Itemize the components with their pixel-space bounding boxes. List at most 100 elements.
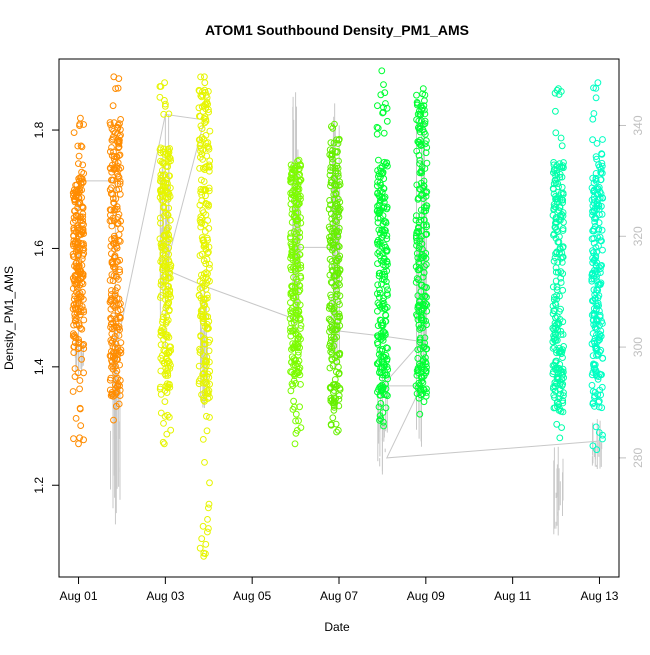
scatter-point — [162, 100, 169, 108]
scatter-point — [420, 177, 428, 185]
scatter-point — [165, 256, 172, 264]
scatter-point — [160, 110, 168, 118]
scatter-point — [163, 389, 171, 397]
scatter-point — [335, 350, 343, 358]
scatter-point — [592, 215, 600, 222]
scatter-point — [593, 201, 601, 208]
scatter-point — [326, 255, 334, 263]
scatter-point — [110, 350, 118, 357]
scatter-point — [383, 267, 391, 275]
scatter-point — [199, 279, 207, 287]
scatter-point — [418, 117, 425, 125]
scatter-point — [590, 195, 598, 203]
scatter-point — [287, 189, 295, 197]
scatter-point — [374, 260, 381, 268]
scatter-point — [80, 121, 87, 128]
scatter-point — [196, 165, 204, 172]
y-tick-label: 1.2 — [32, 477, 46, 494]
scatter-point — [416, 160, 424, 168]
scatter-point — [197, 218, 205, 226]
scatter-point — [201, 79, 209, 87]
scatter-point — [374, 322, 382, 330]
scatter-point — [107, 315, 115, 323]
scatter-point — [165, 282, 173, 290]
scatter-point — [70, 330, 77, 338]
scatter-point — [559, 209, 567, 216]
scatter-point — [157, 391, 165, 398]
scatter-point — [109, 240, 117, 247]
scatter-point — [412, 232, 420, 240]
scatter-point — [589, 369, 597, 376]
scatter-point — [164, 316, 172, 324]
scatter-point — [382, 219, 390, 227]
scatter-point — [107, 314, 114, 322]
scatter-point — [422, 231, 430, 239]
scatter-point — [558, 369, 566, 376]
scatter-point — [590, 110, 598, 117]
scatter-point — [597, 169, 605, 177]
scatter-point — [422, 189, 430, 197]
scatter-point — [332, 236, 340, 244]
scatter-point — [74, 142, 82, 150]
scatter-point — [383, 117, 391, 125]
scatter-point — [378, 369, 385, 377]
scatter-point — [78, 228, 86, 236]
scatter-point — [198, 220, 206, 227]
scatter-point — [412, 234, 420, 242]
scatter-points-layer — [69, 67, 607, 560]
scatter-point — [195, 292, 203, 300]
scatter-point — [374, 250, 382, 257]
scatter-point — [334, 426, 342, 434]
scatter-point — [166, 216, 174, 224]
scatter-point — [590, 235, 598, 242]
scatter-point — [417, 168, 425, 176]
scatter-point — [159, 318, 166, 326]
scatter-point — [110, 272, 118, 280]
scatter-point — [375, 226, 383, 234]
scatter-point — [420, 203, 428, 211]
scatter-point — [378, 305, 386, 312]
scatter-point — [423, 307, 431, 315]
scatter-point — [295, 369, 303, 377]
scatter-point — [294, 278, 301, 286]
scatter-point — [380, 255, 388, 263]
scatter-point — [590, 193, 598, 201]
scatter-point — [165, 224, 172, 232]
scatter-point — [415, 194, 422, 202]
scatter-point — [597, 281, 604, 289]
scatter-point — [384, 344, 391, 352]
scatter-point — [70, 301, 78, 309]
scatter-point — [108, 390, 116, 398]
scatter-point — [78, 240, 86, 248]
scatter-point — [421, 106, 428, 114]
scatter-point — [79, 280, 87, 288]
scatter-point — [160, 284, 168, 291]
scatter-point — [596, 331, 604, 339]
scatter-point — [335, 208, 343, 216]
scatter-point — [203, 200, 211, 208]
scatter-point — [202, 540, 210, 548]
scatter-point — [296, 286, 304, 294]
scatter-point — [378, 374, 386, 382]
scatter-point — [555, 192, 563, 200]
scatter-point — [70, 237, 78, 245]
scatter-point — [558, 259, 566, 266]
scatter-point — [422, 261, 430, 269]
scatter-point — [157, 292, 165, 299]
scatter-point — [202, 246, 210, 253]
scatter-point — [287, 368, 295, 376]
scatter-point — [593, 446, 601, 454]
scatter-point — [332, 286, 340, 294]
scatter-point — [329, 159, 336, 167]
scatter-point — [556, 434, 564, 442]
scatter-point — [598, 210, 606, 218]
scatter-point — [165, 299, 173, 306]
scatter-point — [198, 197, 206, 205]
scatter-point — [287, 175, 295, 183]
chart-title: ATOM1 Southbound Density_PM1_AMS — [205, 22, 469, 38]
scatter-point — [113, 205, 121, 213]
scatter-point — [110, 416, 117, 424]
scatter-point — [591, 218, 599, 226]
